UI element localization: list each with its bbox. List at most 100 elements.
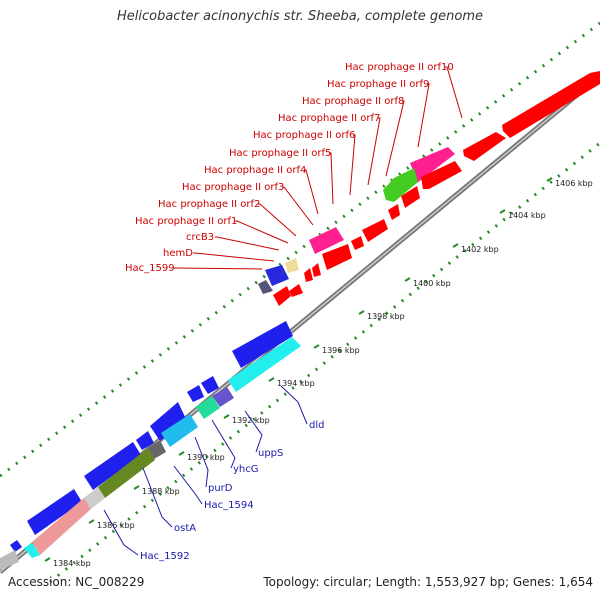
kbp-tick-mark <box>88 519 95 524</box>
gene-upps[interactable] <box>228 337 301 392</box>
kbp-label-1406-kbp: 1406 kbp <box>555 179 593 188</box>
reverse-strand-genes <box>0 161 462 570</box>
gene-label-hac-1599[interactable]: Hac_1599 <box>125 263 175 274</box>
gene-rev-1387-grey[interactable] <box>84 487 105 509</box>
gene-label-hac-prophage-ii-orf10[interactable]: Hac prophage II orf10 <box>345 62 454 73</box>
gene-hac-prophage-ii-orf10[interactable] <box>502 71 600 138</box>
kbp-label-1400-kbp: 1400 kbp <box>413 279 451 288</box>
kbp-label-1404-kbp: 1404 kbp <box>508 211 546 220</box>
kbp-label-1386-kbp: 1386 kbp <box>97 521 135 530</box>
leader-line <box>211 419 236 469</box>
leader-line <box>142 467 173 528</box>
kbp-tick-mark <box>223 414 230 419</box>
leader-line <box>280 385 308 425</box>
gene-fwd-1385[interactable] <box>10 540 22 552</box>
gene-labels: Hac prophage II orf10 Hac prophage II orf… <box>103 62 463 562</box>
gene-purd[interactable] <box>196 396 220 419</box>
kbp-label-1394-kbp: 1394 kbp <box>277 379 315 388</box>
kbp-tick-mark <box>313 344 320 349</box>
kbp-tick-mark <box>404 277 411 282</box>
gene-fwd-1387[interactable] <box>27 489 82 535</box>
inner-dotted-guide-line <box>49 141 600 584</box>
gene-rev-1401-b[interactable] <box>312 263 321 277</box>
gene-label-hac-prophage-ii-orf8[interactable]: Hac prophage II orf8 <box>302 96 404 107</box>
gene-fwd-1394-a[interactable] <box>201 376 219 394</box>
kbp-tick-mark <box>546 177 553 182</box>
leader-line <box>244 410 263 453</box>
gene-label-hac-prophage-ii-orf2[interactable]: Hac prophage II orf2 <box>158 199 260 210</box>
gene-label-hac-1592[interactable]: Hac_1592 <box>140 551 190 562</box>
leader-line <box>215 236 280 251</box>
leader-line <box>349 134 356 196</box>
gene-rev-1401-c[interactable] <box>304 268 313 282</box>
gene-rev-1400-b[interactable] <box>273 286 291 306</box>
leader-line <box>235 220 289 244</box>
gene-rev-1383[interactable] <box>0 550 19 570</box>
gene-crcb3[interactable] <box>285 258 299 273</box>
gene-label-osta[interactable]: ostA <box>174 523 196 534</box>
accession-text: Accession: NC_008229 <box>8 575 145 589</box>
leader-line <box>193 252 275 262</box>
forward-strand-genes <box>10 71 600 552</box>
leader-line <box>282 186 314 226</box>
gene-ostA-upstream[interactable] <box>148 440 166 459</box>
gene-hac-prophage-ii-orf7[interactable] <box>383 168 418 202</box>
kbp-label-1392-kbp: 1392 kbp <box>232 416 270 425</box>
map-title: Helicobacter acinonychis str. Sheeba, co… <box>116 9 483 24</box>
kbp-label-1396-kbp: 1396 kbp <box>322 346 360 355</box>
gene-label-hac-prophage-ii-orf5[interactable]: Hac prophage II orf5 <box>229 148 331 159</box>
gene-label-hemd[interactable]: hemD <box>163 248 193 259</box>
leader-line <box>258 203 297 237</box>
gene-fwd-1394-b[interactable] <box>187 385 204 402</box>
gene-label-purd[interactable]: purD <box>208 483 233 494</box>
kbp-scale: 1384 kbp 1386 kbp 1388 kbp 1390 kbp 1392 kbp… <box>44 177 593 568</box>
gene-label-hac-prophage-ii-orf3[interactable]: Hac prophage II orf3 <box>182 182 284 193</box>
kbp-tick-mark <box>499 209 506 214</box>
gene-fwd-1393[interactable] <box>150 402 186 441</box>
kbp-label-1390-kbp: 1390 kbp <box>187 453 225 462</box>
gene-fwd-1391[interactable] <box>136 431 154 450</box>
gene-hac-1592[interactable] <box>32 498 91 555</box>
leader-line <box>385 100 405 177</box>
gene-label-hac-1594[interactable]: Hac_1594 <box>204 500 254 511</box>
gene-hac-prophage-ii-orf8[interactable] <box>410 147 455 183</box>
gene-hac-prophage-ii-orf9[interactable] <box>463 132 506 161</box>
leader-line <box>329 152 334 205</box>
gene-osta[interactable] <box>98 448 155 498</box>
gene-hac-prophage-ii-orf4[interactable] <box>388 204 400 220</box>
gene-label-hac-prophage-ii-orf6[interactable]: Hac prophage II orf6 <box>253 130 355 141</box>
leader-line <box>173 267 263 270</box>
gene-hac-prophage-ii-orf5[interactable] <box>401 186 420 208</box>
gene-yhcg[interactable] <box>212 387 234 407</box>
gene-hac-prophage-ii-orf3[interactable] <box>309 227 344 254</box>
gene-rev-1401-a[interactable] <box>322 244 352 270</box>
kbp-label-1388-kbp: 1388 kbp <box>142 487 180 496</box>
kbp-tick-mark <box>178 451 185 456</box>
kbp-tick-mark <box>44 557 51 562</box>
gene-hac-prophage-ii-orf1[interactable] <box>351 236 364 250</box>
gene-hemd[interactable] <box>258 280 273 294</box>
topology-summary: Topology: circular; Length: 1,553,927 bp… <box>263 575 593 589</box>
gene-hac-1599[interactable] <box>265 265 289 286</box>
gene-fwd-1389[interactable] <box>84 442 141 490</box>
gene-label-hac-prophage-ii-orf7[interactable]: Hac prophage II orf7 <box>278 113 380 124</box>
gene-dld[interactable] <box>232 321 293 368</box>
gene-label-yhcg[interactable]: yhcG <box>233 464 259 475</box>
kbp-label-1384-kbp: 1384 kbp <box>53 559 91 568</box>
gene-label-dld[interactable]: dld <box>309 420 324 431</box>
gene-label-upps[interactable]: uppS <box>258 448 283 459</box>
gene-hac-prophage-ii-orf6[interactable] <box>421 161 462 189</box>
gene-hac-1594[interactable] <box>161 414 198 447</box>
gene-label-hac-prophage-ii-orf1[interactable]: Hac prophage II orf1 <box>135 216 237 227</box>
gene-rev-1384[interactable] <box>24 543 40 558</box>
gene-label-crcb3[interactable]: crcB3 <box>186 232 214 243</box>
gene-label-hac-prophage-ii-orf4[interactable]: Hac prophage II orf4 <box>204 165 306 176</box>
gene-label-hac-prophage-ii-orf9[interactable]: Hac prophage II orf9 <box>327 79 429 90</box>
leader-line <box>103 509 139 556</box>
gene-rev-1400-a[interactable] <box>289 284 303 297</box>
kbp-label-1398-kbp: 1398 kbp <box>367 312 405 321</box>
gene-hac-prophage-ii-orf2[interactable] <box>362 219 388 242</box>
kbp-tick-mark <box>452 243 459 248</box>
